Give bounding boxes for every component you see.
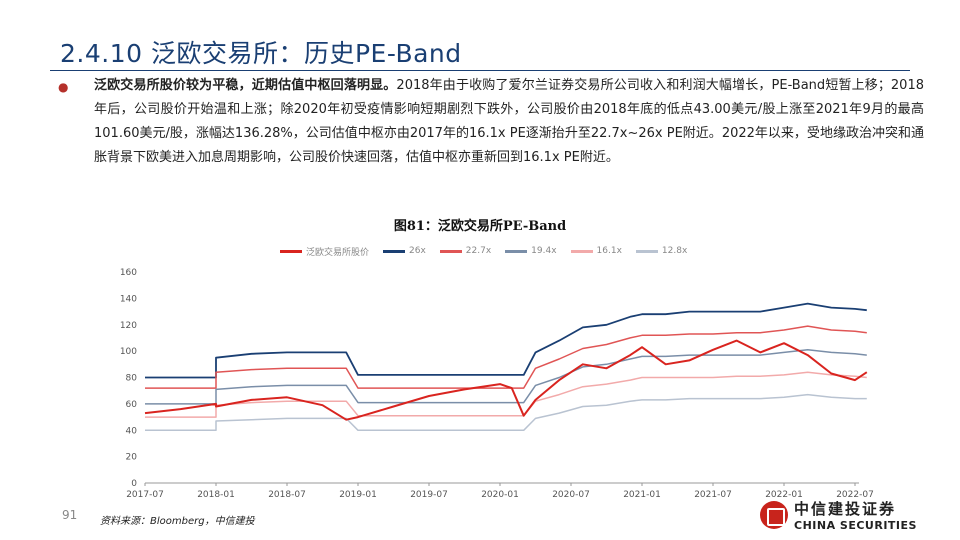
series-line	[144, 339, 868, 421]
legend-swatch	[505, 249, 528, 253]
x-tick-label: 2021-07	[694, 490, 732, 500]
page-number: 91	[62, 508, 78, 522]
x-tick-label: 2019-01	[339, 490, 377, 500]
y-tick-label: 0	[131, 479, 137, 489]
logo-chinese: 中信建投证券	[794, 500, 897, 518]
legend-label: 12.8x	[661, 246, 688, 256]
x-tick-label: 2021-01	[623, 490, 661, 500]
slide-title: 2.4.10 泛欧交易所：历史PE-Band	[60, 39, 462, 68]
y-tick-label: 80	[126, 374, 138, 384]
x-tick-label: 2020-01	[481, 490, 519, 500]
x-tick-label: 2020-07	[552, 490, 590, 500]
legend-item: 22.7x	[439, 244, 492, 258]
legend-swatch	[439, 249, 462, 253]
x-tick-label: 2022-01	[765, 490, 803, 500]
legend-swatch	[383, 249, 406, 253]
y-tick-label: 20	[126, 453, 138, 463]
legend-swatch	[635, 249, 658, 253]
legend-item: 12.8x	[635, 244, 688, 258]
series-line	[145, 371, 867, 418]
series-line	[145, 302, 867, 379]
title-divider	[50, 70, 910, 71]
legend-item: 泛欧交易所股价	[280, 244, 369, 258]
figure-title: 图81：泛欧交易所PE-Band	[393, 219, 567, 234]
logo-mark-icon	[760, 501, 788, 529]
body-paragraph: 泛欧交易所股价较为平稳，近期估值中枢回落明显。2018年由于收购了爱尔兰证券交易…	[94, 74, 924, 170]
y-tick-label: 160	[120, 268, 137, 278]
x-tick-label: 2017-07	[126, 490, 164, 500]
legend-swatch	[280, 249, 302, 253]
series-line	[145, 349, 867, 405]
legend-item: 19.4x	[505, 244, 557, 258]
legend-label: 泛欧交易所股价	[306, 247, 370, 258]
legend-label: 26x	[409, 246, 426, 256]
body-rest: 2018年由于收购了爱尔兰证券交易所公司收入和利润大幅增长，PE-Band短暂上…	[94, 78, 924, 165]
y-tick-label: 40	[126, 426, 138, 436]
body-bold-lead: 泛欧交易所股价较为平稳，近期估值中枢回落明显。	[94, 78, 397, 93]
legend-item: 16.1x	[570, 244, 622, 258]
x-tick-label: 2018-01	[197, 490, 235, 500]
x-tick-label: 2019-07	[410, 490, 448, 500]
series-line	[145, 393, 867, 432]
x-tick-label: 2018-07	[268, 490, 306, 500]
legend-label: 16.1x	[596, 246, 622, 256]
source-note: 资料来源：Bloomberg，中信建投	[100, 516, 255, 527]
company-logo: 中信建投证券 CHINA SECURITIES	[760, 498, 917, 532]
chart-legend: 泛欧交易所股价 26x 22.7x 19.4x 16.1x 12.8x	[280, 244, 701, 258]
y-tick-label: 140	[120, 294, 137, 304]
y-tick-label: 60	[126, 400, 138, 410]
y-tick-label: 120	[120, 321, 137, 331]
legend-item: 26x	[383, 244, 426, 258]
y-tick-label: 100	[120, 347, 137, 357]
logo-english: CHINA SECURITIES	[794, 519, 917, 532]
legend-swatch	[570, 249, 593, 253]
bullet-icon: ●	[58, 80, 69, 94]
x-tick-label: 2022-07	[836, 490, 874, 500]
legend-label: 19.4x	[531, 246, 557, 256]
series-line	[145, 325, 867, 389]
legend-label: 22.7x	[465, 246, 492, 256]
